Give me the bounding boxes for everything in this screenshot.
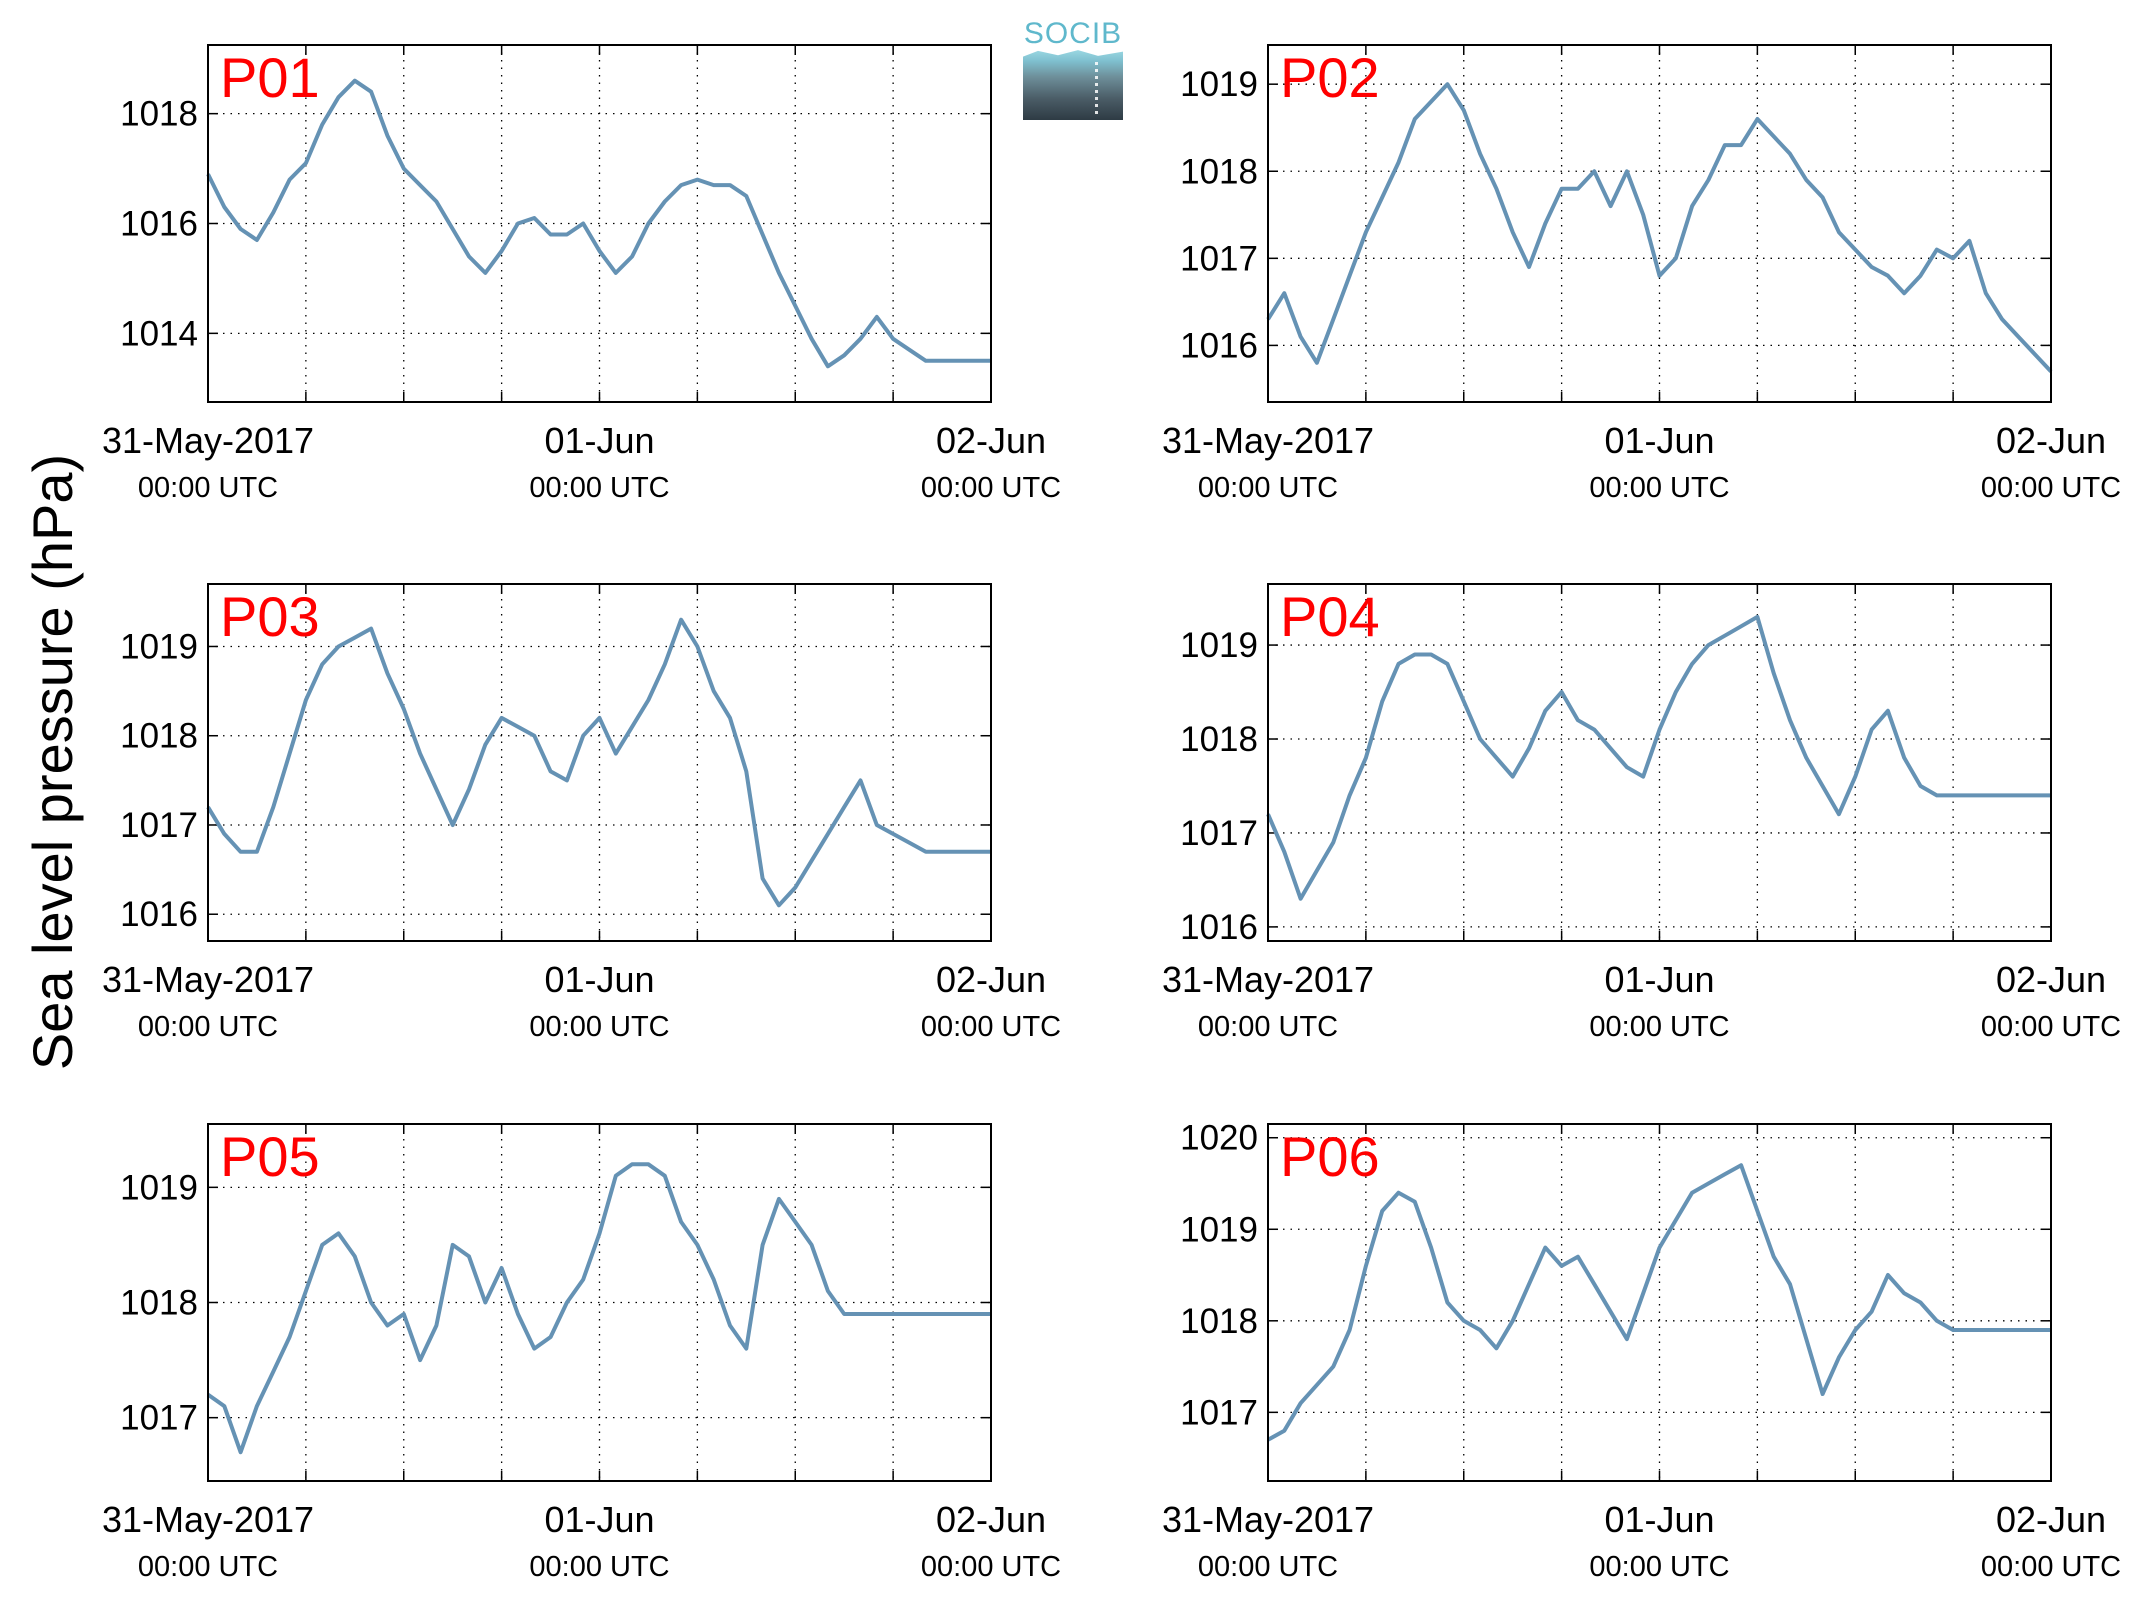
y-tick-label: 1016 xyxy=(120,895,198,934)
x-tick-label: 02-Jun xyxy=(936,959,1046,1000)
x-tick-sublabel: 00:00 UTC xyxy=(1198,1011,1338,1043)
y-tick-label: 1016 xyxy=(1180,908,1258,947)
y-tick-label: 1018 xyxy=(120,1284,198,1323)
y-tick-label: 1018 xyxy=(1180,1302,1258,1341)
panel-04: 1016 1017 1018 1019 P04 31-May-2017 00:00 UTC 0… xyxy=(1162,583,2121,1043)
x-tick-sublabel: 00:00 UTC xyxy=(529,1551,669,1583)
y-tick-label: 1016 xyxy=(120,205,198,244)
y-tick-label: 1019 xyxy=(120,1168,198,1207)
x-tick-sublabel: 00:00 UTC xyxy=(1589,1551,1729,1583)
x-tick-label: 31-May-2017 xyxy=(1162,420,1374,461)
logo-wave-graphic xyxy=(1023,50,1123,120)
y-axis-label: Sea level pressure (hPa) xyxy=(21,454,84,1070)
panel-title: P03 xyxy=(220,585,320,648)
y-tick-label: 1017 xyxy=(1180,814,1258,853)
x-tick-sublabel: 00:00 UTC xyxy=(1981,1551,2121,1583)
axes-frame xyxy=(207,583,992,942)
axes-frame xyxy=(1267,44,2052,403)
panel-03: 1016 1017 1018 1019 P03 31-May-2017 00:00 UTC 0… xyxy=(102,583,1061,1043)
panel-title: P06 xyxy=(1280,1125,1380,1188)
axes-frame xyxy=(207,1123,992,1482)
x-tick-sublabel: 00:00 UTC xyxy=(921,1551,1061,1583)
logo-text: SOCIB xyxy=(1023,17,1123,50)
panel-title: P05 xyxy=(220,1125,320,1188)
x-tick-sublabel: 00:00 UTC xyxy=(1981,1011,2121,1043)
x-tick-label: 02-Jun xyxy=(936,1499,1046,1540)
series-line xyxy=(206,78,991,369)
x-tick-sublabel: 00:00 UTC xyxy=(138,1011,278,1043)
logo-dotted-line xyxy=(1095,62,1098,118)
x-tick-label: 01-Jun xyxy=(1604,1499,1714,1540)
y-tick-label: 1020 xyxy=(1180,1119,1258,1158)
axes-frame xyxy=(207,44,992,403)
panel-02: 1016 1017 1018 1019 P02 31-May-2017 00:00 UTC 0… xyxy=(1162,44,2121,504)
x-tick-label: 01-Jun xyxy=(544,959,654,1000)
x-tick-sublabel: 00:00 UTC xyxy=(1198,472,1338,504)
series-line xyxy=(1266,614,2051,901)
x-tick-label: 02-Jun xyxy=(1996,1499,2106,1540)
socib-logo: SOCIB xyxy=(1023,18,1123,120)
x-tick-label: 01-Jun xyxy=(544,1499,654,1540)
axes-frame xyxy=(1267,1123,2052,1482)
y-tick-label: 1018 xyxy=(120,95,198,134)
x-tick-label: 31-May-2017 xyxy=(102,959,314,1000)
x-tick-label: 31-May-2017 xyxy=(102,420,314,461)
x-tick-sublabel: 00:00 UTC xyxy=(921,472,1061,504)
y-tick-label: 1014 xyxy=(120,314,198,353)
x-tick-label: 01-Jun xyxy=(544,420,654,461)
panel-title: P02 xyxy=(1280,46,1380,109)
series-line xyxy=(1267,1163,2051,1442)
panel-01: 1014 1016 1018 P01 31-May-2017 00:00 UTC 01-Ju… xyxy=(102,44,1061,504)
panel-title: P04 xyxy=(1280,585,1380,648)
x-tick-sublabel: 00:00 UTC xyxy=(138,472,278,504)
series-line xyxy=(206,617,991,908)
y-tick-label: 1019 xyxy=(1180,65,1258,104)
series-line xyxy=(206,1162,991,1455)
panel-title: P01 xyxy=(220,46,320,109)
y-tick-label: 1019 xyxy=(1180,1210,1258,1249)
x-tick-sublabel: 00:00 UTC xyxy=(921,1011,1061,1043)
x-tick-label: 01-Jun xyxy=(1604,420,1714,461)
y-tick-label: 1019 xyxy=(1180,626,1258,665)
x-tick-sublabel: 00:00 UTC xyxy=(1589,472,1729,504)
y-tick-label: 1018 xyxy=(1180,720,1258,759)
x-tick-sublabel: 00:00 UTC xyxy=(529,1011,669,1043)
axes-frame xyxy=(1267,583,2052,942)
y-tick-label: 1017 xyxy=(120,1399,198,1438)
x-tick-sublabel: 00:00 UTC xyxy=(529,472,669,504)
panel-05: 1017 1018 1019 P05 31-May-2017 00:00 UTC 01-Ju… xyxy=(102,1123,1061,1583)
x-tick-sublabel: 00:00 UTC xyxy=(1981,472,2121,504)
x-tick-sublabel: 00:00 UTC xyxy=(1198,1551,1338,1583)
x-tick-sublabel: 00:00 UTC xyxy=(1589,1011,1729,1043)
x-tick-label: 02-Jun xyxy=(1996,959,2106,1000)
y-tick-label: 1017 xyxy=(1180,239,1258,278)
x-tick-label: 31-May-2017 xyxy=(102,1499,314,1540)
y-tick-label: 1017 xyxy=(1180,1393,1258,1432)
series-line xyxy=(1266,82,2053,373)
y-tick-label: 1016 xyxy=(1180,326,1258,365)
panel-06: 1017 1018 1019 1020 P06 31-May-2017 00:00 UTC 0… xyxy=(1162,1119,2121,1583)
x-tick-sublabel: 00:00 UTC xyxy=(138,1551,278,1583)
x-tick-label: 02-Jun xyxy=(1996,420,2106,461)
y-tick-label: 1019 xyxy=(120,627,198,666)
x-tick-label: 01-Jun xyxy=(1604,959,1714,1000)
y-tick-label: 1018 xyxy=(1180,152,1258,191)
x-tick-label: 02-Jun xyxy=(936,420,1046,461)
y-tick-label: 1017 xyxy=(120,806,198,845)
x-tick-label: 31-May-2017 xyxy=(1162,1499,1374,1540)
y-tick-label: 1018 xyxy=(120,717,198,756)
x-tick-label: 31-May-2017 xyxy=(1162,959,1374,1000)
